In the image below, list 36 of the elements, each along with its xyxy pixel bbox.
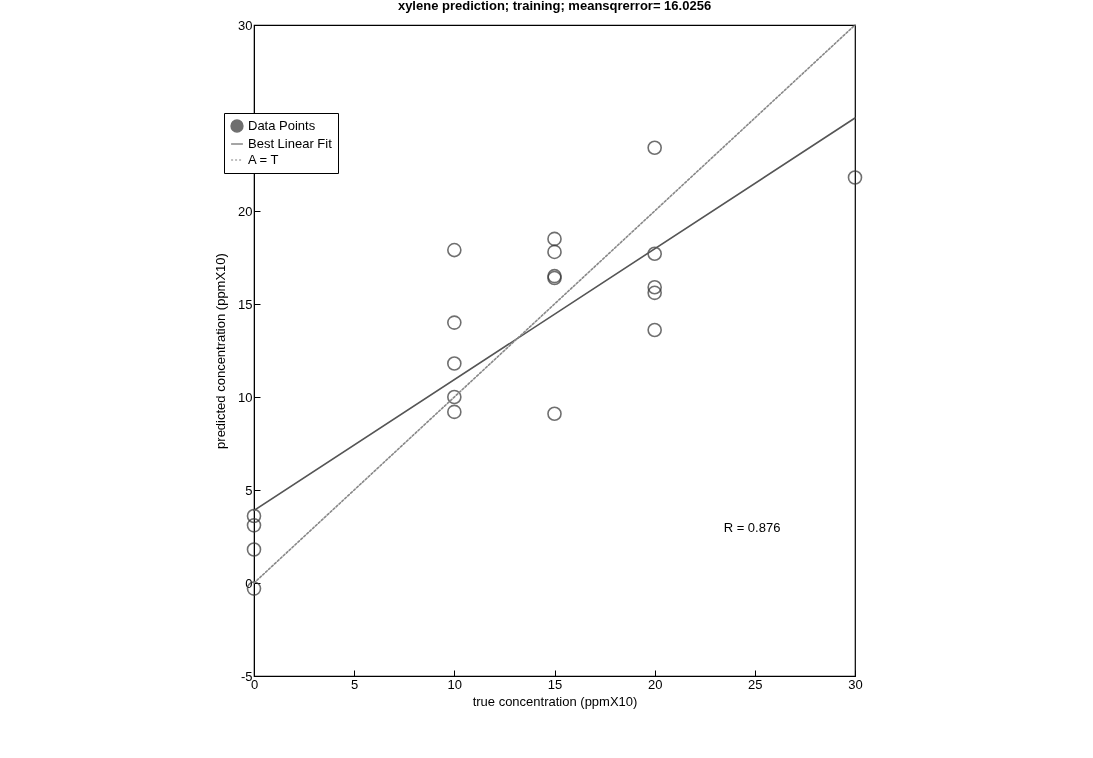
- point: [647, 246, 662, 262]
- point: [447, 389, 462, 405]
- y-tick-label: 10: [238, 389, 253, 405]
- point: [447, 404, 462, 420]
- x-tick-label: 25: [748, 676, 763, 692]
- x-tick-label: 30: [848, 676, 863, 692]
- point: [447, 242, 462, 258]
- x-tick-label: 15: [547, 676, 563, 692]
- point: [647, 322, 662, 338]
- point: [246, 508, 262, 524]
- legend-label: A = T: [248, 152, 279, 167]
- y-tick-label: 20: [238, 203, 253, 219]
- annotation: R = 0.876: [723, 520, 781, 535]
- point: [647, 285, 662, 301]
- y-tick-label: 30: [238, 17, 253, 33]
- legend-label: Best Linear Fit: [248, 136, 333, 151]
- x-tick-label: 10: [447, 676, 463, 692]
- x-tick-label: 20: [647, 676, 663, 692]
- point: [547, 231, 562, 247]
- legend-label: Data Points: [248, 118, 316, 133]
- point: [246, 542, 262, 557]
- point: [447, 315, 462, 330]
- point: [547, 244, 562, 260]
- x-tick-label: 5: [351, 676, 359, 692]
- y-tick-label: 0: [245, 575, 253, 591]
- point: [647, 140, 662, 156]
- point: [647, 279, 662, 295]
- y-tick-label: 5: [245, 482, 253, 498]
- point: [847, 170, 863, 185]
- point: [447, 356, 462, 371]
- y-axis-title: predicted concentration (ppmX10): [213, 253, 229, 449]
- chart-title: xylene prediction; training; meansqrerror= 16.0256: [397, 0, 712, 13]
- x-axis-title: true concentration (ppmX10): [472, 693, 638, 709]
- point: [246, 518, 262, 533]
- point: [547, 406, 562, 422]
- y-tick-label: 15: [238, 296, 253, 312]
